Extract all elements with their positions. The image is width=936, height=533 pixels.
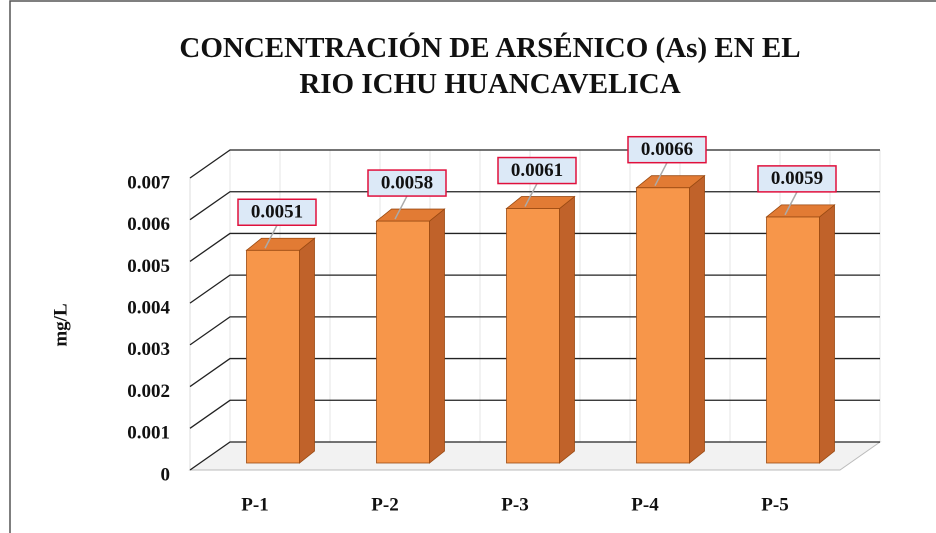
x-tick-label: P-5: [761, 494, 788, 515]
y-tick-label: 0.003: [127, 339, 170, 360]
bar-top: [765, 204, 836, 218]
data-label: 0.0066: [641, 139, 693, 160]
bar-top: [635, 175, 706, 189]
leader-line: [654, 162, 668, 187]
y-tick-label: 0.002: [127, 381, 170, 402]
data-label: 0.0058: [381, 172, 433, 193]
data-label-box: [627, 135, 707, 164]
bar: [766, 216, 820, 464]
leader-line: [784, 191, 798, 216]
bar-side: [559, 195, 575, 464]
y-tick-label: 0.005: [127, 256, 170, 277]
y-tick-label: 0.004: [127, 298, 170, 319]
data-label-box: [367, 169, 447, 197]
bar-group: [245, 237, 316, 464]
x-tick-label: P-2: [371, 494, 398, 515]
bar-group: [375, 208, 446, 464]
bar-group: [505, 195, 576, 464]
data-label: 0.0061: [511, 160, 563, 181]
bar-side: [689, 174, 705, 464]
bar-top: [505, 196, 576, 209]
y-tick-label: 0.001: [127, 423, 170, 444]
side-wall: [189, 149, 231, 471]
y-tick-label: 0: [161, 464, 171, 485]
bar-side: [429, 208, 445, 464]
leader-line: [394, 195, 408, 220]
bar: [376, 220, 430, 464]
bar: [246, 249, 300, 464]
data-label: 0.0059: [771, 168, 823, 189]
y-tick-label: 0.006: [127, 214, 170, 235]
leader-line: [264, 224, 278, 249]
x-tick-label: P-1: [241, 494, 268, 515]
y-tick-label: 0.007: [127, 172, 170, 193]
leader-line: [524, 183, 538, 207]
x-tick-label: P-4: [631, 494, 659, 515]
bar-group: [635, 174, 706, 464]
bar: [506, 208, 560, 464]
bar: [636, 187, 690, 464]
bar-side: [819, 204, 835, 464]
data-label-box: [757, 165, 837, 193]
bar-top: [245, 237, 316, 251]
x-tick-label: P-3: [501, 494, 528, 515]
chart-title: CONCENTRACIÓN DE ARSÉNICO (As) EN EL RIO…: [179, 32, 801, 100]
bar-side: [299, 237, 315, 464]
y-axis-label: mg/L: [50, 303, 71, 346]
data-label: 0.0051: [251, 202, 303, 223]
bar-top: [375, 208, 446, 222]
bar-group: [765, 204, 836, 464]
data-label-box: [237, 198, 317, 227]
data-label-box: [497, 156, 577, 185]
